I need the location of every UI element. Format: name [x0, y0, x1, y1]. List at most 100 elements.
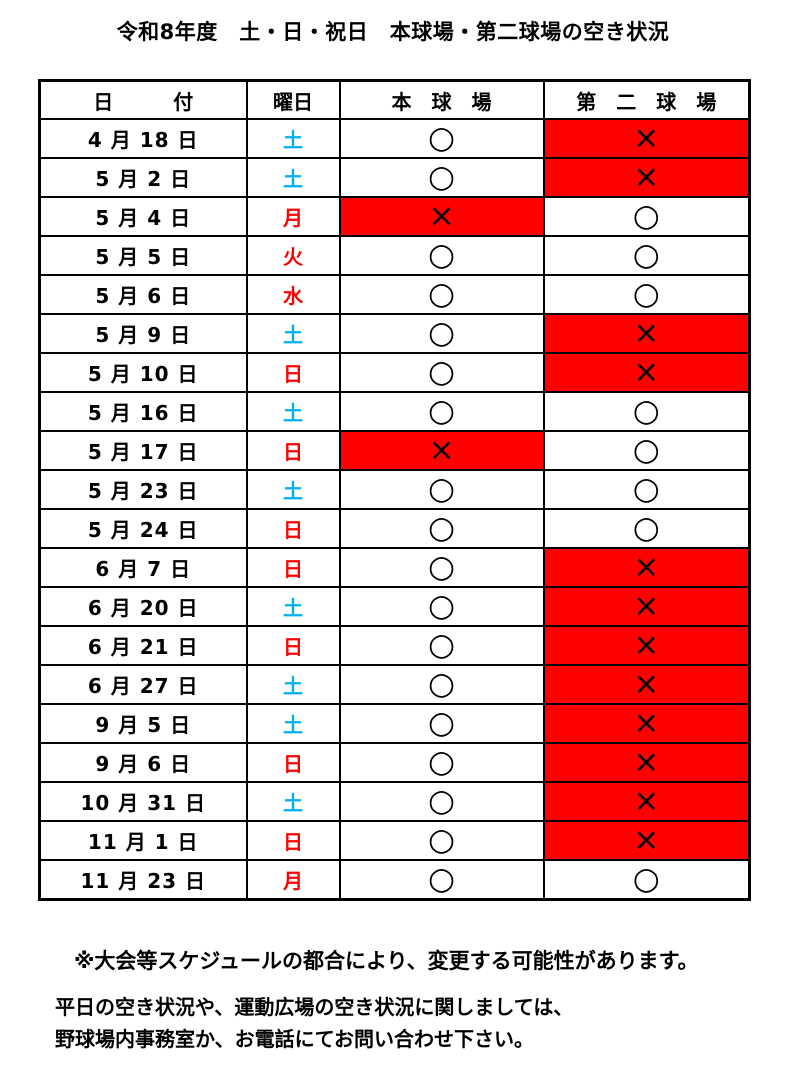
table-row: 4 月 18 日土 ○ ×	[38, 118, 751, 159]
table-row: 6 月 27 日土 ○ ×	[38, 664, 751, 705]
main-field-status: ○	[338, 469, 545, 510]
weekday-cell: 日	[245, 820, 341, 861]
weekday-cell: 水	[245, 274, 341, 315]
date-cell: 5 月 9 日	[38, 313, 248, 354]
weekday-cell: 日	[245, 508, 341, 549]
second-field-status: ○	[542, 469, 751, 510]
main-field-status: ×	[338, 196, 545, 237]
table-row: 11 月 1 日日 ○ ×	[38, 820, 751, 861]
main-field-status: ○	[338, 157, 545, 198]
table-row: 5 月 16 日土 ○ ○	[38, 391, 751, 432]
date-cell: 5 月 6 日	[38, 274, 248, 315]
date-cell: 5 月 17 日	[38, 430, 248, 471]
date-cell: 11 月 1 日	[38, 820, 248, 861]
second-field-status: ×	[542, 157, 751, 198]
main-field-status: ○	[338, 391, 545, 432]
table-row: 5 月 5 日火 ○ ○	[38, 235, 751, 276]
weekday-cell: 日	[245, 742, 341, 783]
second-field-status: ○	[542, 508, 751, 549]
second-field-status: ×	[542, 586, 751, 627]
page-title: 令和8年度 土・日・祝日 本球場・第二球場の空き状況	[116, 20, 670, 44]
date-cell: 9 月 6 日	[38, 742, 248, 783]
date-cell: 6 月 21 日	[38, 625, 248, 666]
weekday-cell: 月	[245, 859, 341, 901]
table-row: 10 月 31 日土 ○ ×	[38, 781, 751, 822]
main-field-status: ○	[338, 586, 545, 627]
availability-table: 日 付 曜日 本 球 場 第 二 球 場 4 月 18 日土 ○ × 5 月 2 日土…	[38, 79, 751, 901]
date-cell: 11 月 23 日	[38, 859, 248, 901]
date-cell: 5 月 23 日	[38, 469, 248, 510]
date-cell: 9 月 5 日	[38, 703, 248, 744]
table-row: 6 月 21 日日 ○ ×	[38, 625, 751, 666]
main-field-status: ○	[338, 274, 545, 315]
second-field-status: ○	[542, 391, 751, 432]
weekday-cell: 月	[245, 196, 341, 237]
main-field-status: ○	[338, 820, 545, 861]
second-field-status: ×	[542, 742, 751, 783]
weekday-cell: 土	[245, 703, 341, 744]
weekday-cell: 土	[245, 391, 341, 432]
date-cell: 5 月 2 日	[38, 157, 248, 198]
main-field-status: ×	[338, 430, 545, 471]
note-weekday-availability: 平日の空き状況や、運動広場の空き状況に関しましては、	[55, 995, 574, 1019]
header-second-field: 第 二 球 場	[542, 79, 751, 120]
main-field-status: ○	[338, 742, 545, 783]
note-contact: 野球場内事務室か、お電話にてお問い合わせ下さい。	[55, 1027, 534, 1051]
date-cell: 5 月 24 日	[38, 508, 248, 549]
table-row: 5 月 10 日日 ○ ×	[38, 352, 751, 393]
date-cell: 5 月 16 日	[38, 391, 248, 432]
footer-notes: ※大会等スケジュールの都合により、変更する可能性があります。 平日の空き状況や、…	[0, 945, 786, 1055]
table-row: 5 月 6 日水 ○ ○	[38, 274, 751, 315]
note-schedule-change: ※大会等スケジュールの都合により、変更する可能性があります。	[74, 949, 699, 973]
second-field-status: ×	[542, 547, 751, 588]
header-row: 日 付 曜日 本 球 場 第 二 球 場	[38, 79, 751, 120]
header-main-field: 本 球 場	[338, 79, 545, 120]
weekday-cell: 土	[245, 469, 341, 510]
weekday-cell: 日	[245, 352, 341, 393]
date-cell: 4 月 18 日	[38, 118, 248, 159]
header-date: 日 付	[38, 79, 248, 120]
second-field-status: ○	[542, 235, 751, 276]
weekday-cell: 火	[245, 235, 341, 276]
date-cell: 6 月 20 日	[38, 586, 248, 627]
date-cell: 5 月 4 日	[38, 196, 248, 237]
table-row: 5 月 9 日土 ○ ×	[38, 313, 751, 354]
second-field-status: ○	[542, 859, 751, 901]
table-row: 9 月 5 日土 ○ ×	[38, 703, 751, 744]
second-field-status: ×	[542, 625, 751, 666]
table-row: 6 月 20 日土 ○ ×	[38, 586, 751, 627]
date-cell: 10 月 31 日	[38, 781, 248, 822]
weekday-cell: 土	[245, 664, 341, 705]
main-field-status: ○	[338, 547, 545, 588]
main-field-status: ○	[338, 235, 545, 276]
second-field-status: ○	[542, 196, 751, 237]
second-field-status: ×	[542, 313, 751, 354]
main-field-status: ○	[338, 664, 545, 705]
main-field-status: ○	[338, 118, 545, 159]
second-field-status: ○	[542, 430, 751, 471]
weekday-cell: 土	[245, 313, 341, 354]
second-field-status: ×	[542, 703, 751, 744]
table-row: 11 月 23 日月 ○ ○	[38, 859, 751, 901]
table-row: 6 月 7 日日 ○ ×	[38, 547, 751, 588]
main-field-status: ○	[338, 703, 545, 744]
main-field-status: ○	[338, 313, 545, 354]
table-row: 5 月 23 日土 ○ ○	[38, 469, 751, 510]
table-row: 5 月 24 日日 ○ ○	[38, 508, 751, 549]
weekday-cell: 土	[245, 118, 341, 159]
table-row: 9 月 6 日日 ○ ×	[38, 742, 751, 783]
second-field-status: ×	[542, 352, 751, 393]
date-cell: 6 月 27 日	[38, 664, 248, 705]
weekday-cell: 土	[245, 781, 341, 822]
second-field-status: ×	[542, 664, 751, 705]
weekday-cell: 日	[245, 430, 341, 471]
weekday-cell: 日	[245, 625, 341, 666]
main-field-status: ○	[338, 781, 545, 822]
second-field-status: ×	[542, 118, 751, 159]
main-field-status: ○	[338, 508, 545, 549]
main-field-status: ○	[338, 625, 545, 666]
table-row: 5 月 2 日土 ○ ×	[38, 157, 751, 198]
date-cell: 6 月 7 日	[38, 547, 248, 588]
second-field-status: ○	[542, 274, 751, 315]
